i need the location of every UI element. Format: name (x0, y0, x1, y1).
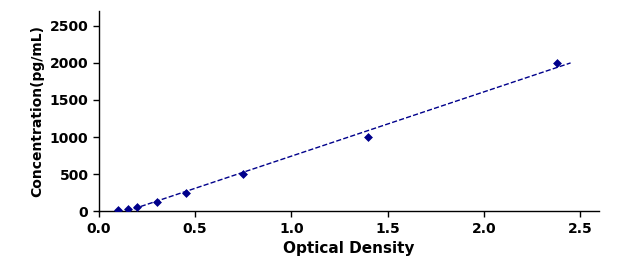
Y-axis label: Concentration(pg/mL): Concentration(pg/mL) (30, 25, 44, 197)
Point (363, 135, 373, 139)
Point (552, 61, 562, 65)
Point (180, 191, 190, 195)
Point (132, 205, 142, 209)
Point (151, 200, 161, 204)
X-axis label: Optical Density: Optical Density (284, 241, 415, 256)
Point (113, 208, 123, 212)
Point (123, 207, 133, 211)
Point (239, 172, 248, 176)
